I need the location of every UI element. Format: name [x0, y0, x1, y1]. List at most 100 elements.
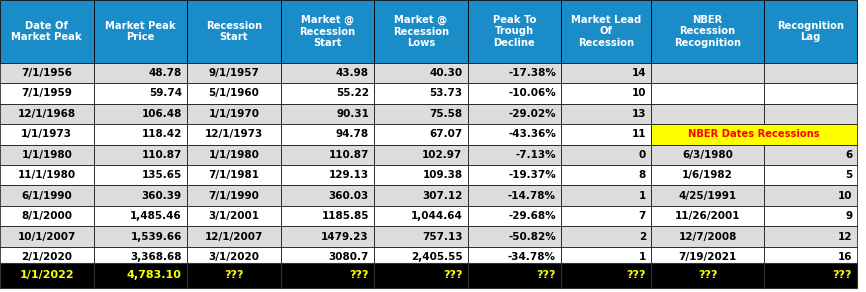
Bar: [561, 185, 651, 206]
Bar: [468, 226, 561, 247]
Bar: [561, 165, 651, 185]
Bar: [0, 226, 94, 247]
Text: 94.78: 94.78: [336, 129, 369, 139]
Bar: [468, 185, 561, 206]
Bar: [764, 165, 857, 185]
Text: 109.38: 109.38: [423, 170, 462, 180]
Bar: [374, 226, 468, 247]
Bar: [651, 226, 764, 247]
Bar: [187, 206, 281, 226]
Text: Date Of
Market Peak: Date Of Market Peak: [11, 21, 82, 42]
Text: 10: 10: [837, 191, 852, 201]
Bar: [374, 104, 468, 124]
Bar: [374, 124, 468, 145]
Bar: [764, 63, 857, 83]
Bar: [764, 206, 857, 226]
Text: 360.03: 360.03: [329, 191, 369, 201]
Text: 10: 10: [631, 88, 646, 98]
Bar: [764, 226, 857, 247]
Text: -17.38%: -17.38%: [508, 68, 556, 78]
Text: ???: ???: [536, 270, 556, 280]
Text: -43.36%: -43.36%: [508, 129, 556, 139]
Text: ???: ???: [626, 270, 646, 280]
Text: 106.48: 106.48: [141, 109, 182, 119]
Bar: [281, 83, 374, 104]
Text: 53.73: 53.73: [430, 88, 462, 98]
Text: 1,044.64: 1,044.64: [410, 211, 462, 221]
Text: 8/1/2000: 8/1/2000: [22, 211, 72, 221]
Bar: [94, 185, 187, 206]
Bar: [187, 247, 281, 267]
Bar: [281, 185, 374, 206]
Text: 118.42: 118.42: [141, 129, 182, 139]
Text: NBER Dates Recessions: NBER Dates Recessions: [688, 129, 820, 139]
Bar: [764, 145, 857, 165]
Text: -14.78%: -14.78%: [508, 191, 556, 201]
Bar: [187, 226, 281, 247]
Bar: [374, 63, 468, 83]
Bar: [281, 124, 374, 145]
Text: 12/1/2007: 12/1/2007: [204, 232, 263, 241]
Text: 129.13: 129.13: [329, 170, 369, 180]
Bar: [468, 104, 561, 124]
Text: ???: ???: [698, 270, 717, 280]
Text: 7/1/1956: 7/1/1956: [22, 68, 72, 78]
Text: ???: ???: [832, 270, 852, 280]
Text: 110.87: 110.87: [141, 150, 182, 160]
Text: Market @
Recession
Start: Market @ Recession Start: [300, 15, 355, 48]
Bar: [468, 83, 561, 104]
Text: -29.02%: -29.02%: [508, 109, 556, 119]
Bar: [281, 226, 374, 247]
Bar: [561, 63, 651, 83]
Bar: [651, 165, 764, 185]
Bar: [94, 83, 187, 104]
Bar: [0, 63, 94, 83]
Text: -7.13%: -7.13%: [515, 150, 556, 160]
Text: 1/1/1970: 1/1/1970: [209, 109, 259, 119]
Bar: [281, 104, 374, 124]
Text: ???: ???: [224, 270, 243, 280]
Bar: [187, 104, 281, 124]
Bar: [468, 145, 561, 165]
Text: 40.30: 40.30: [430, 68, 462, 78]
Bar: [561, 226, 651, 247]
Text: 360.39: 360.39: [142, 191, 182, 201]
Text: 757.13: 757.13: [422, 232, 462, 241]
Bar: [561, 206, 651, 226]
Bar: [561, 145, 651, 165]
Text: -50.82%: -50.82%: [508, 232, 556, 241]
Text: 4,783.10: 4,783.10: [127, 270, 182, 280]
Bar: [374, 247, 468, 267]
Text: 7/1/1959: 7/1/1959: [22, 88, 72, 98]
Bar: [281, 206, 374, 226]
Bar: [281, 63, 374, 83]
Bar: [468, 165, 561, 185]
Bar: [374, 165, 468, 185]
Text: Recognition
Lag: Recognition Lag: [777, 21, 844, 42]
Bar: [374, 206, 468, 226]
Text: 67.07: 67.07: [430, 129, 462, 139]
Text: 2/1/2020: 2/1/2020: [22, 252, 72, 262]
Bar: [187, 145, 281, 165]
Text: 1185.85: 1185.85: [321, 211, 369, 221]
Bar: [764, 83, 857, 104]
Text: 13: 13: [631, 109, 646, 119]
Text: 110.87: 110.87: [328, 150, 369, 160]
Bar: [374, 263, 468, 288]
Text: 7/1/1990: 7/1/1990: [209, 191, 259, 201]
Bar: [0, 247, 94, 267]
Text: 1479.23: 1479.23: [321, 232, 369, 241]
Bar: [0, 0, 94, 63]
Bar: [0, 145, 94, 165]
Text: 55.22: 55.22: [336, 88, 369, 98]
Text: -34.78%: -34.78%: [508, 252, 556, 262]
Bar: [764, 247, 857, 267]
Bar: [468, 124, 561, 145]
Bar: [561, 247, 651, 267]
Bar: [0, 83, 94, 104]
Text: 11/1/1980: 11/1/1980: [17, 170, 76, 180]
Text: 12/1/1973: 12/1/1973: [204, 129, 263, 139]
Bar: [651, 263, 764, 288]
Bar: [0, 185, 94, 206]
Bar: [94, 263, 187, 288]
